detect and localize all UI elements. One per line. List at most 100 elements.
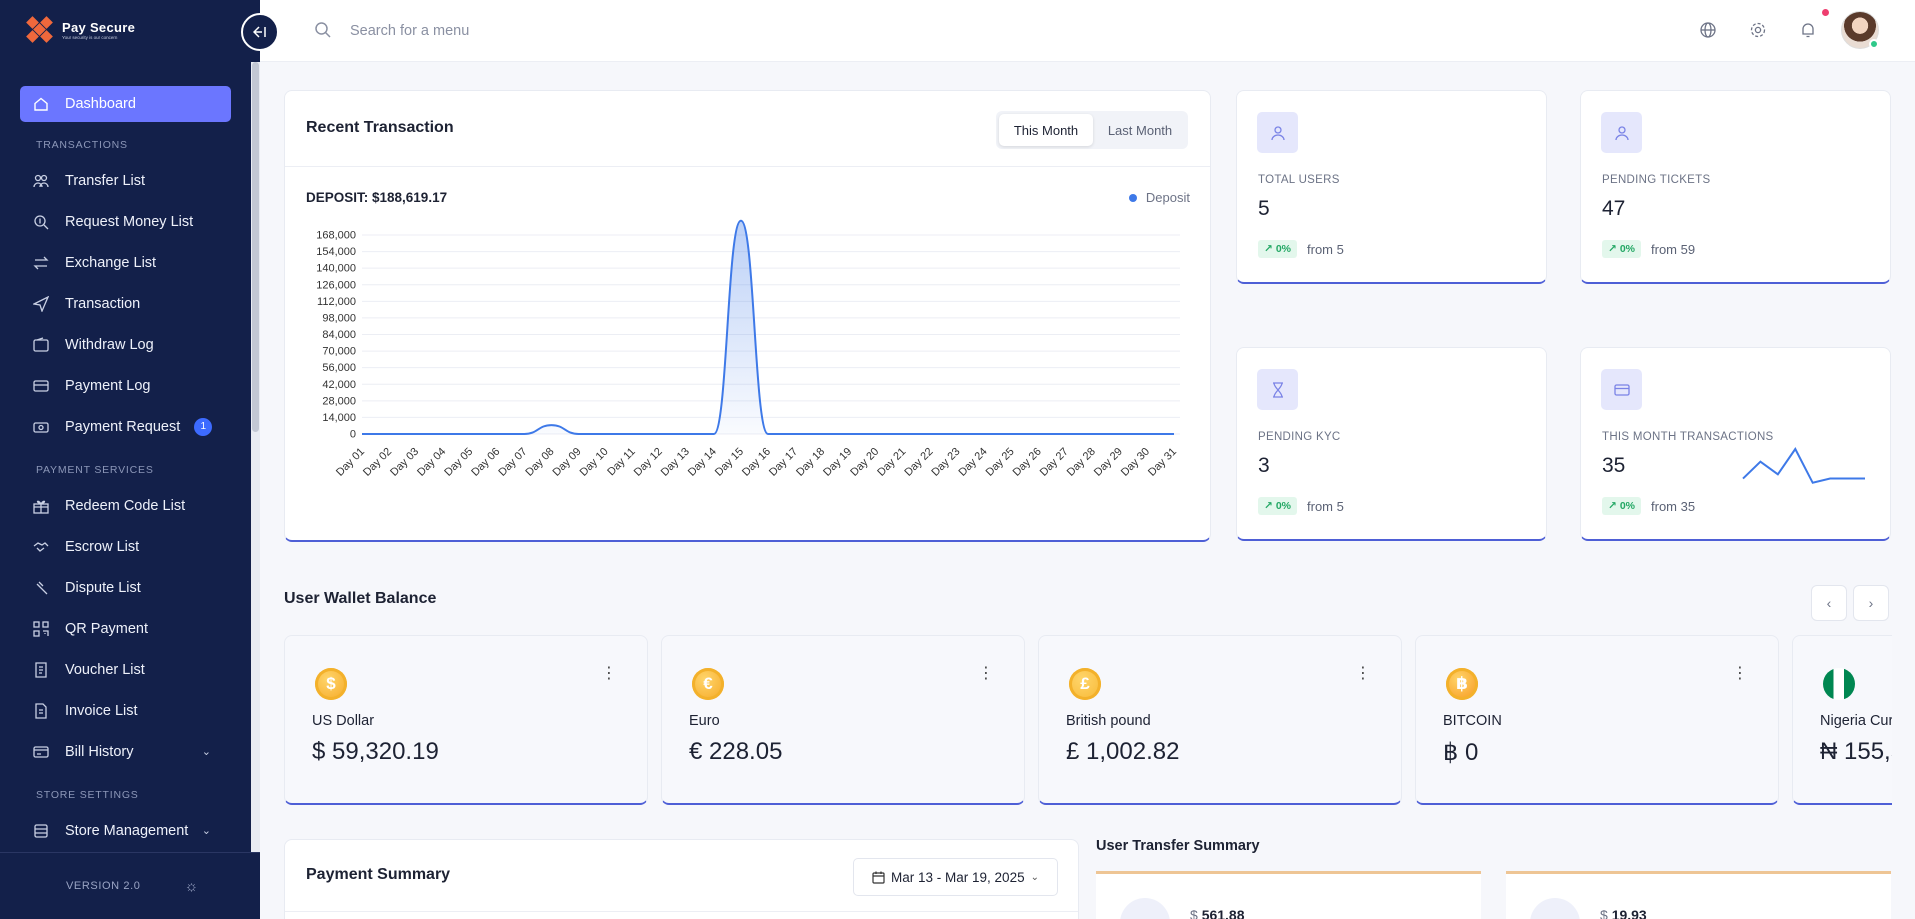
stat-value: 3 [1258,454,1270,477]
sidebar-item-label: Payment Request [65,418,181,435]
sidebar-item-voucher-list[interactable]: Voucher List [0,649,251,690]
stat-card-month-transactions: THIS MONTH TRANSACTIONS 35 ↗ 0% from 35 [1580,347,1891,541]
sidebar-item-request-money-list[interactable]: Request Money List [0,201,251,242]
transfer-summary-item[interactable]: $ 19.93 [1506,871,1891,919]
sidebar-item-withdraw-log[interactable]: Withdraw Log [0,324,251,365]
wallet-card[interactable]: ฿ ⋮ BITCOIN ฿ 0 [1415,635,1779,805]
wallet-card[interactable]: £ ⋮ British pound £ 1,002.82 [1038,635,1402,805]
payment-summary-title: Payment Summary [306,866,451,883]
series-area-deposit [362,220,1174,434]
x-tick-label: Day 31 [1146,446,1179,479]
sparkline-line [1742,447,1865,484]
tab-last-month[interactable]: Last Month [1107,122,1173,138]
chevron-left-icon: ‹ [1826,595,1832,611]
wallet-card[interactable]: $ ⋮ US Dollar $ 59,320.19 [284,635,648,805]
theme-toggle-sun-icon[interactable]: ☼ [184,877,199,895]
y-tick-label: 70,000 [322,346,356,358]
chart-legend[interactable]: Deposit [1128,190,1190,205]
invoice-icon [33,702,49,719]
change-badge: ↗ 0% [1602,240,1641,258]
stat-from: from 5 [1307,498,1344,514]
wallet-prev-button[interactable]: ‹ [1811,585,1847,621]
x-tick-label: Day 02 [361,446,394,479]
search-input[interactable] [350,18,750,44]
sidebar-item-transaction[interactable]: Transaction [0,283,251,324]
gear-icon[interactable] [1749,21,1767,39]
stat-label: PENDING TICKETS [1602,174,1711,186]
sidebar-item-label: Withdraw Log [65,336,154,353]
y-tick-label: 126,000 [316,279,356,291]
transfer-amount: $ 561.88 [1190,907,1245,919]
sidebar-item-payment-log[interactable]: Payment Log [0,365,251,406]
qr-icon [33,620,49,637]
date-range-picker[interactable]: Mar 13 - Mar 19, 2025 ⌄ [853,858,1058,896]
x-tick-label: Day 22 [902,446,935,479]
x-tick-label: Day 25 [984,446,1017,479]
sidebar-item-qr-payment[interactable]: QR Payment [0,608,251,649]
calendar-icon [872,871,885,884]
currency-coin-icon: ฿ [1446,668,1478,700]
sidebar-item-dispute-list[interactable]: Dispute List [0,567,251,608]
cash-icon [33,419,49,435]
sidebar-item-label: Request Money List [65,213,194,230]
sidebar-item-dashboard[interactable]: Dashboard [20,86,231,122]
sidebar-item-invoice-list[interactable]: Invoice List [0,690,251,731]
period-toggle: This Month Last Month [996,111,1188,149]
wallet-icon [33,336,49,353]
wallet-next-button[interactable]: › [1853,585,1889,621]
x-tick-label: Day 21 [875,446,908,479]
chevron-down-icon: ⌄ [1030,871,1039,883]
recent-transaction-title: Recent Transaction [306,119,454,136]
tab-this-month[interactable]: This Month [999,114,1093,146]
online-status-dot [1869,39,1879,49]
brand-name: Pay Secure [62,20,136,36]
sidebar-scrollbar[interactable] [251,62,260,852]
sidebar-item-store-management[interactable]: Store Management ⌄ [0,810,251,851]
y-tick-label: 0 [350,429,356,441]
sidebar-item-exchange-list[interactable]: Exchange List [0,242,251,283]
sidebar-item-transfer-list[interactable]: Transfer List [0,160,251,201]
more-options-icon[interactable]: ⋮ [978,665,994,682]
more-options-icon[interactable]: ⋮ [1355,665,1371,682]
change-badge: ↗ 0% [1258,240,1297,258]
sidebar-item-label: Transfer List [65,172,146,189]
x-tick-label: Day 04 [415,446,448,479]
more-options-icon[interactable]: ⋮ [1732,665,1748,682]
x-tick-label: Day 03 [388,446,421,479]
x-tick-label: Day 23 [929,446,962,479]
user-icon [1601,112,1642,153]
search-icon[interactable] [314,21,332,39]
deposit-area-chart: 0 14,000 28,000 42,000 56,000 70,000 84,000 98,… [316,219,1180,479]
stat-from: from 35 [1651,498,1696,514]
y-tick-label: 168,000 [316,230,356,242]
collapse-arrow-icon [253,26,266,38]
wallet-card[interactable]: ⋮Nigeria Cur₦ 155,5 [1792,635,1892,805]
brand-logo[interactable]: Pay Secure Your security is our concern [26,16,136,44]
more-options-icon[interactable]: ⋮ [601,665,617,682]
x-tick-label: Day 24 [957,446,990,479]
flag-icon [1823,668,1855,700]
sidebar-item-redeem-code-list[interactable]: Redeem Code List [0,485,251,526]
wallet-card[interactable]: € ⋮ Euro € 228.05 [661,635,1025,805]
wallet-balance: £ 1,002.82 [1066,738,1180,765]
globe-icon[interactable] [1699,21,1717,39]
sidebar-item-escrow-list[interactable]: Escrow List [0,526,251,567]
sidebar-item-bill-history[interactable]: Bill History ⌄ [0,731,251,772]
bell-icon[interactable] [1799,21,1817,39]
x-tick-label: Day 19 [821,446,854,479]
sidebar-scrollbar-thumb[interactable] [252,62,259,432]
chevron-right-icon: › [1868,595,1874,611]
x-tick-label: Day 01 [334,446,367,479]
y-tick-label: 112,000 [317,296,356,308]
trend-up-icon: ↗ [1608,500,1617,512]
y-tick-label: 154,000 [316,246,356,258]
users-icon [33,173,49,189]
wallet-section-title: User Wallet Balance [284,590,437,607]
sidebar-item-label: QR Payment [65,620,148,637]
transfer-summary-item[interactable]: $ 561.88 [1096,871,1481,919]
collapse-sidebar-button[interactable] [241,13,279,51]
legend-dot [1128,193,1137,202]
sidebar-item-label: Exchange List [65,254,157,271]
sidebar-item-payment-request[interactable]: Payment Request 1 [0,406,251,447]
logo-mark-icon [26,16,54,44]
